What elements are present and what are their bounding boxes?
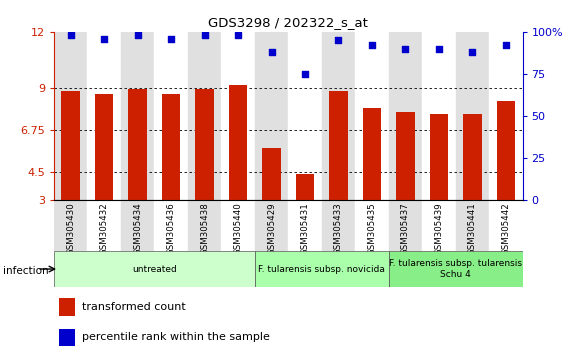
Text: GSM305436: GSM305436 bbox=[166, 202, 176, 255]
Bar bbox=[262, 148, 281, 200]
Text: infection: infection bbox=[3, 266, 48, 276]
Title: GDS3298 / 202322_s_at: GDS3298 / 202322_s_at bbox=[208, 16, 368, 29]
Bar bbox=[222, 32, 255, 200]
Point bbox=[166, 36, 176, 41]
Bar bbox=[389, 200, 422, 251]
Bar bbox=[154, 32, 188, 200]
Text: untreated: untreated bbox=[132, 264, 177, 274]
Bar bbox=[162, 95, 180, 200]
Text: GSM305439: GSM305439 bbox=[435, 202, 444, 255]
Bar bbox=[195, 89, 214, 200]
Point bbox=[401, 46, 410, 52]
Text: GSM305440: GSM305440 bbox=[233, 202, 243, 255]
Bar bbox=[121, 200, 154, 251]
Bar bbox=[222, 200, 255, 251]
Bar bbox=[87, 200, 121, 251]
Bar bbox=[255, 32, 288, 200]
Bar bbox=[188, 200, 222, 251]
Bar bbox=[188, 32, 222, 200]
Text: GSM305433: GSM305433 bbox=[334, 202, 343, 255]
Text: GSM305432: GSM305432 bbox=[99, 202, 108, 255]
Bar bbox=[389, 251, 523, 287]
Bar bbox=[429, 114, 448, 200]
Point bbox=[300, 71, 310, 77]
Bar bbox=[255, 200, 288, 251]
Point bbox=[334, 38, 343, 43]
Bar bbox=[154, 200, 188, 251]
Point bbox=[233, 33, 243, 38]
Text: GSM305441: GSM305441 bbox=[468, 202, 477, 255]
Text: F. tularensis subsp. tularensis
Schu 4: F. tularensis subsp. tularensis Schu 4 bbox=[389, 259, 522, 279]
Bar bbox=[59, 298, 75, 316]
Bar bbox=[54, 32, 87, 200]
Bar bbox=[54, 200, 87, 251]
Bar bbox=[54, 251, 255, 287]
Bar bbox=[121, 32, 154, 200]
Bar bbox=[355, 32, 389, 200]
Text: F. tularensis subsp. novicida: F. tularensis subsp. novicida bbox=[258, 264, 385, 274]
Bar bbox=[321, 32, 355, 200]
Bar bbox=[422, 200, 456, 251]
Point bbox=[367, 42, 377, 48]
Text: GSM305429: GSM305429 bbox=[267, 202, 276, 255]
Bar bbox=[456, 200, 489, 251]
Bar bbox=[422, 32, 456, 200]
Bar bbox=[61, 91, 80, 200]
Bar bbox=[255, 251, 389, 287]
Point bbox=[66, 33, 75, 38]
Text: GSM305434: GSM305434 bbox=[133, 202, 142, 255]
Point bbox=[502, 42, 511, 48]
Bar bbox=[229, 85, 247, 200]
Bar bbox=[87, 32, 121, 200]
Bar bbox=[288, 32, 321, 200]
Bar bbox=[396, 112, 415, 200]
Text: GSM305431: GSM305431 bbox=[300, 202, 310, 255]
Text: transformed count: transformed count bbox=[82, 302, 186, 312]
Bar bbox=[489, 32, 523, 200]
Text: GSM305437: GSM305437 bbox=[401, 202, 410, 255]
Bar bbox=[288, 200, 321, 251]
Text: GSM305442: GSM305442 bbox=[502, 202, 510, 255]
Text: percentile rank within the sample: percentile rank within the sample bbox=[82, 332, 270, 342]
Point bbox=[133, 33, 142, 38]
Bar bbox=[95, 95, 114, 200]
Bar bbox=[496, 101, 515, 200]
Bar bbox=[489, 200, 523, 251]
Bar bbox=[59, 329, 75, 346]
Bar bbox=[321, 200, 355, 251]
Bar bbox=[296, 174, 314, 200]
Bar bbox=[355, 200, 389, 251]
Bar bbox=[463, 114, 482, 200]
Text: GSM305438: GSM305438 bbox=[200, 202, 209, 255]
Bar bbox=[329, 91, 348, 200]
Bar bbox=[456, 32, 489, 200]
Point bbox=[200, 33, 209, 38]
Bar bbox=[128, 89, 147, 200]
Point bbox=[267, 49, 276, 55]
Text: GSM305435: GSM305435 bbox=[367, 202, 377, 255]
Point bbox=[468, 49, 477, 55]
Text: GSM305430: GSM305430 bbox=[66, 202, 75, 255]
Point bbox=[435, 46, 444, 52]
Bar bbox=[363, 108, 381, 200]
Bar bbox=[389, 32, 422, 200]
Point bbox=[99, 36, 108, 41]
